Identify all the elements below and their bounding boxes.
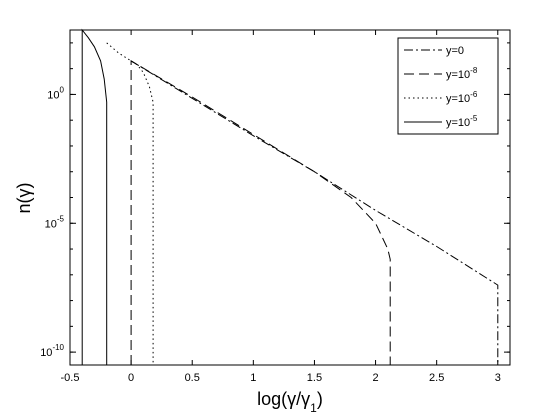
y-tick-label-exp: -10 bbox=[52, 343, 64, 352]
x-axis-label: log(γ/γ1) bbox=[257, 389, 323, 415]
series-line-0 bbox=[130, 60, 499, 365]
x-axis-label-sub: 1 bbox=[310, 401, 317, 415]
y-tick-label-exp: 0 bbox=[60, 85, 65, 94]
series-lines bbox=[81, 28, 499, 365]
y-tick-label-exp: -5 bbox=[57, 214, 65, 223]
x-tick-label: 0 bbox=[128, 372, 134, 384]
y-tick-label-base: 10 bbox=[45, 218, 57, 230]
x-tick-label: 0.5 bbox=[185, 372, 200, 384]
y-tick-label: 10-10 bbox=[40, 343, 64, 359]
series-line-3 bbox=[81, 28, 108, 365]
x-tick-label: 1.5 bbox=[307, 372, 322, 384]
x-axis-label-close: ) bbox=[317, 389, 323, 409]
y-tick-label: 10-5 bbox=[45, 214, 65, 230]
legend-label-exp: -8 bbox=[470, 66, 478, 75]
x-tick-label: 3 bbox=[495, 372, 501, 384]
x-tick-label: -0.5 bbox=[61, 372, 80, 384]
legend-label-3: y=10-5 bbox=[446, 114, 478, 129]
legend-box bbox=[397, 37, 499, 135]
legend-label-1: y=10-8 bbox=[446, 66, 478, 81]
x-tick-label: 1 bbox=[250, 372, 256, 384]
y-tick-label-base: 10 bbox=[47, 89, 59, 101]
x-tick-label: 2.5 bbox=[429, 372, 444, 384]
legend-label-base: y=10 bbox=[446, 117, 470, 129]
y-axis-label: n(γ) bbox=[14, 183, 34, 214]
legend-label-2: y=10-6 bbox=[446, 90, 478, 105]
y-tick-label-base: 10 bbox=[40, 347, 52, 359]
series-line-2 bbox=[106, 42, 154, 365]
x-tick-label: 2 bbox=[372, 372, 378, 384]
legend-label-0: y=0 bbox=[446, 45, 464, 57]
legend-label-exp: -6 bbox=[470, 90, 478, 99]
legend-label-base: y=10 bbox=[446, 93, 470, 105]
legend-label-exp: -5 bbox=[470, 114, 478, 123]
x-axis-label-main: log(γ/γ bbox=[257, 389, 310, 409]
series-line-1 bbox=[130, 60, 391, 365]
legend: y=0y=10-8y=10-6y=10-5 bbox=[397, 37, 499, 135]
y-tick-label: 100 bbox=[47, 85, 64, 101]
legend-label-base: y=10 bbox=[446, 69, 470, 81]
x-ticks: -0.5 0 0.5 1 1.5 2 2.5 3 bbox=[61, 30, 501, 384]
legend-label-base: y=0 bbox=[446, 45, 464, 57]
